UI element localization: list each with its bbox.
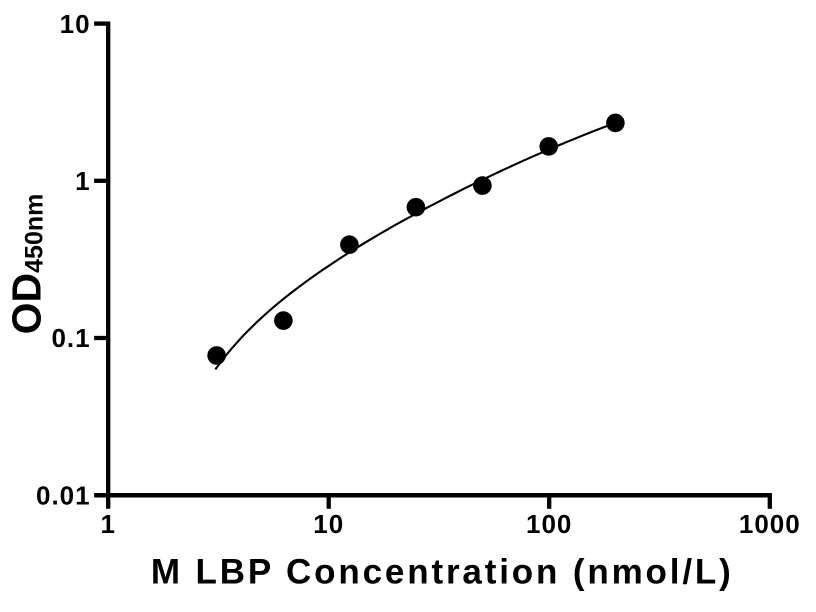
- svg-text:0.1: 0.1: [51, 323, 90, 353]
- svg-text:1000: 1000: [739, 509, 801, 539]
- svg-text:1: 1: [75, 166, 90, 196]
- svg-text:0.01: 0.01: [36, 480, 91, 510]
- svg-text:10: 10: [60, 9, 91, 39]
- svg-text:M LBP Concentration (nmol/L): M LBP Concentration (nmol/L): [151, 553, 734, 592]
- svg-text:10: 10: [313, 509, 344, 539]
- svg-text:100: 100: [526, 509, 572, 539]
- svg-text:1: 1: [100, 509, 115, 539]
- svg-text:OD450nm: OD450nm: [3, 194, 49, 335]
